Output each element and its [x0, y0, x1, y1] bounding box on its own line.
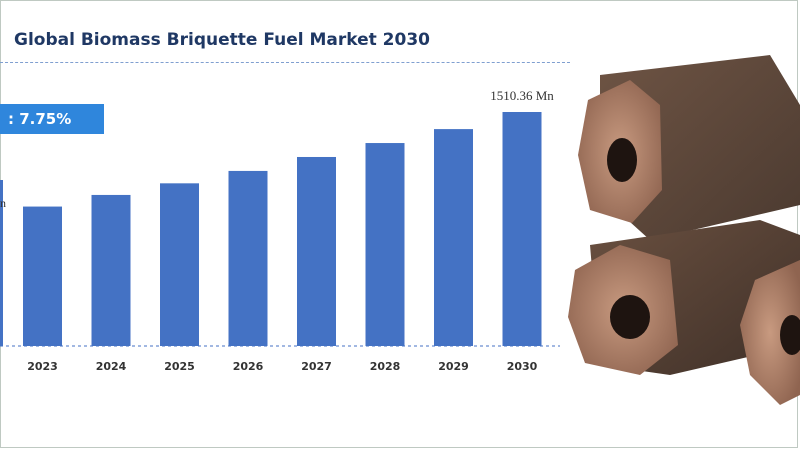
cagr-badge: : 7.75% — [0, 104, 104, 134]
x-tick-label-2030: 2030 — [507, 360, 538, 373]
bar-2024 — [91, 194, 131, 346]
bar-2027 — [297, 156, 336, 346]
bar-2026 — [228, 170, 268, 346]
bottom-briquette-hole — [610, 295, 650, 339]
top-briquette-hole — [607, 138, 637, 182]
cagr-text: : 7.75% — [8, 110, 72, 128]
data-label-2030: 1510.36 Mn — [490, 88, 554, 103]
x-tick-label-2029: 2029 — [438, 360, 469, 373]
right-briquette-hole — [780, 315, 800, 355]
x-tick-label-2027: 2027 — [301, 360, 332, 373]
x-tick-label-2028: 2028 — [370, 360, 401, 373]
x-tick-label-2024: 2024 — [96, 360, 127, 373]
x-tick-label-2023: 2023 — [27, 360, 58, 373]
bar-2023 — [23, 206, 62, 346]
title-divider — [0, 62, 570, 63]
bar-2029 — [434, 129, 473, 346]
bar-chart: n 2023 2024 2025 2026 2027 2028 2029 2030 1510.3… — [0, 88, 560, 373]
left-cropped-label: n — [0, 196, 6, 210]
x-tick-label-2026: 2026 — [233, 360, 264, 373]
bar-2028 — [365, 143, 405, 346]
bar-2030 — [502, 112, 542, 346]
x-tick-label-2025: 2025 — [164, 360, 195, 373]
right-briquette-end — [740, 260, 800, 405]
biomass-briquettes-photo — [568, 55, 800, 405]
bar-2025 — [160, 183, 199, 346]
chart-title: Global Biomass Briquette Fuel Market 203… — [14, 30, 430, 50]
